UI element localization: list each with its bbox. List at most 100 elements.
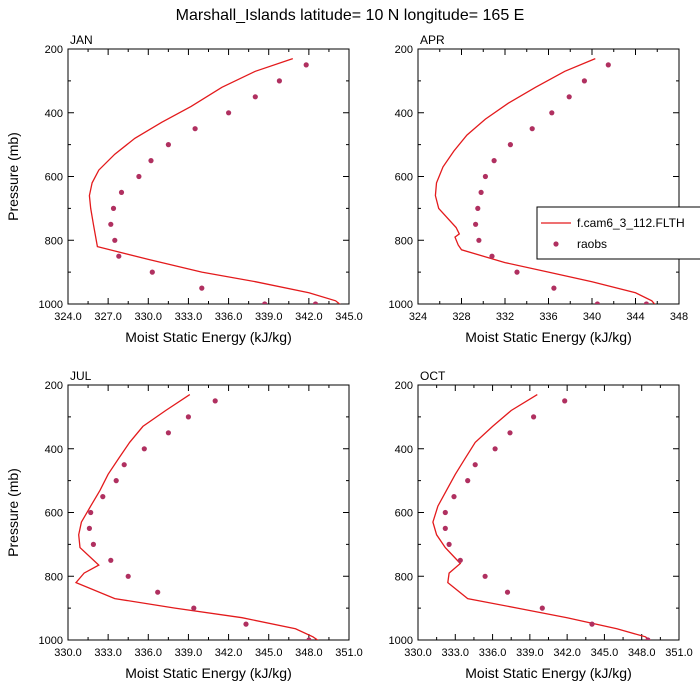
raobs-point	[100, 494, 106, 500]
figure-title: Marshall_Islands latitude= 10 N longitud…	[176, 7, 525, 24]
raobs-point	[539, 605, 545, 611]
x-tick-label: 340	[583, 311, 601, 323]
raobs-point	[482, 173, 488, 180]
raobs-point	[478, 189, 484, 195]
y-tick-label: 600	[45, 508, 63, 520]
y-tick-label: 800	[395, 235, 413, 247]
raobs-point	[112, 237, 118, 243]
raobs-point	[514, 269, 520, 275]
y-tick-label: 400	[395, 444, 413, 456]
model-line	[432, 394, 651, 640]
raobs-point	[457, 557, 463, 563]
y-tick-label: 200	[395, 44, 413, 56]
x-tick-label: 344	[626, 311, 644, 323]
raobs-point	[442, 525, 448, 532]
panel-label: APR	[420, 33, 445, 47]
raobs-point	[262, 301, 268, 304]
x-tick-label: 348.0	[295, 647, 323, 659]
raobs-point	[504, 589, 511, 595]
x-tick-label: 345.0	[255, 647, 283, 659]
raobs-point	[303, 62, 309, 68]
raobs-point	[121, 462, 127, 468]
raobs-point	[482, 573, 488, 579]
y-tick-label: 1000	[39, 299, 63, 311]
raobs-point	[472, 462, 478, 468]
x-axis-title: Moist Static Energy (kJ/kg)	[125, 329, 292, 345]
raobs-point	[306, 637, 312, 640]
y-tick-label: 200	[45, 380, 63, 392]
raobs-point	[594, 301, 600, 304]
raobs-point	[589, 621, 595, 627]
x-tick-label: 327.0	[94, 311, 122, 323]
x-tick-label: 342.0	[215, 647, 243, 659]
y-tick-label: 400	[45, 444, 63, 456]
x-tick-label: 336.0	[479, 647, 507, 659]
y-tick-label: 1000	[39, 635, 63, 647]
x-tick-label: 345.0	[591, 647, 619, 659]
raobs-point	[489, 253, 495, 259]
raobs-point	[446, 541, 452, 548]
raobs-point	[90, 541, 96, 548]
raobs-point	[476, 237, 482, 243]
x-tick-label: 336	[539, 311, 557, 323]
raobs-point	[88, 509, 94, 516]
raobs-point	[113, 478, 119, 484]
plot-area	[432, 394, 651, 640]
raobs-point	[155, 589, 161, 595]
legend-box	[536, 206, 700, 260]
raobs-point	[492, 446, 498, 452]
raobs-point	[192, 126, 198, 132]
x-tick-label: 342.0	[295, 311, 323, 323]
legend-point-swatch	[553, 241, 559, 247]
raobs-point	[551, 285, 557, 291]
y-tick-label: 800	[45, 571, 63, 583]
x-tick-label: 324.0	[54, 311, 82, 323]
y-tick-label: 800	[395, 571, 413, 583]
x-tick-label: 330.0	[135, 311, 163, 323]
panel-apr: APR 324 328 332 336 340 344 348 200 400 600 800 1000…	[389, 33, 700, 345]
y-tick-label: 200	[395, 380, 413, 392]
plot-area	[88, 57, 341, 304]
y-axis-title: Pressure (mb)	[5, 132, 21, 221]
x-tick-label: 330.0	[404, 647, 432, 659]
raobs-point	[451, 494, 457, 500]
raobs-point	[149, 269, 155, 275]
panel-jul: JUL 330.0 333.0 336.0 339.0 342.0 345.0 348.0 35…	[5, 369, 363, 681]
panel-jan: JAN 324.0 327.0 330.0 333.0 336.0 339.0 342.0 34…	[5, 33, 363, 345]
x-tick-label: 333.0	[94, 647, 122, 659]
model-line	[434, 57, 656, 304]
x-axis-title: Moist Static Energy (kJ/kg)	[465, 665, 632, 681]
raobs-point	[531, 414, 537, 420]
plot-frame	[417, 48, 680, 305]
raobs-point	[507, 430, 513, 436]
y-tick-label: 200	[45, 44, 63, 56]
panel-label: JAN	[70, 33, 93, 47]
raobs-point	[549, 110, 555, 116]
raobs-point	[110, 205, 117, 211]
x-tick-label: 333.0	[175, 311, 203, 323]
raobs-point	[185, 414, 191, 420]
plot-area	[74, 394, 319, 640]
x-tick-label: 336.0	[215, 311, 243, 323]
model-line	[88, 57, 341, 304]
raobs-point	[491, 158, 497, 164]
y-tick-label: 400	[395, 108, 413, 120]
raobs-point	[605, 62, 611, 68]
x-tick-label: 333.0	[442, 647, 470, 659]
panel-label: JUL	[70, 369, 92, 383]
x-tick-label: 332	[496, 311, 514, 323]
raobs-point	[581, 78, 588, 84]
x-tick-label: 345.0	[335, 311, 363, 323]
y-tick-label: 600	[395, 508, 413, 520]
x-tick-label: 348.0	[628, 647, 656, 659]
x-axis-title: Moist Static Energy (kJ/kg)	[465, 329, 632, 345]
raobs-point	[465, 478, 471, 484]
y-axis-title: Pressure (mb)	[5, 468, 21, 557]
x-axis-title: Moist Static Energy (kJ/kg)	[125, 665, 292, 681]
raobs-point	[165, 142, 171, 148]
raobs-point	[643, 301, 649, 304]
y-tick-label: 800	[45, 235, 63, 247]
raobs-point	[276, 78, 282, 84]
raobs-point	[252, 94, 258, 100]
raobs-point	[118, 189, 125, 195]
